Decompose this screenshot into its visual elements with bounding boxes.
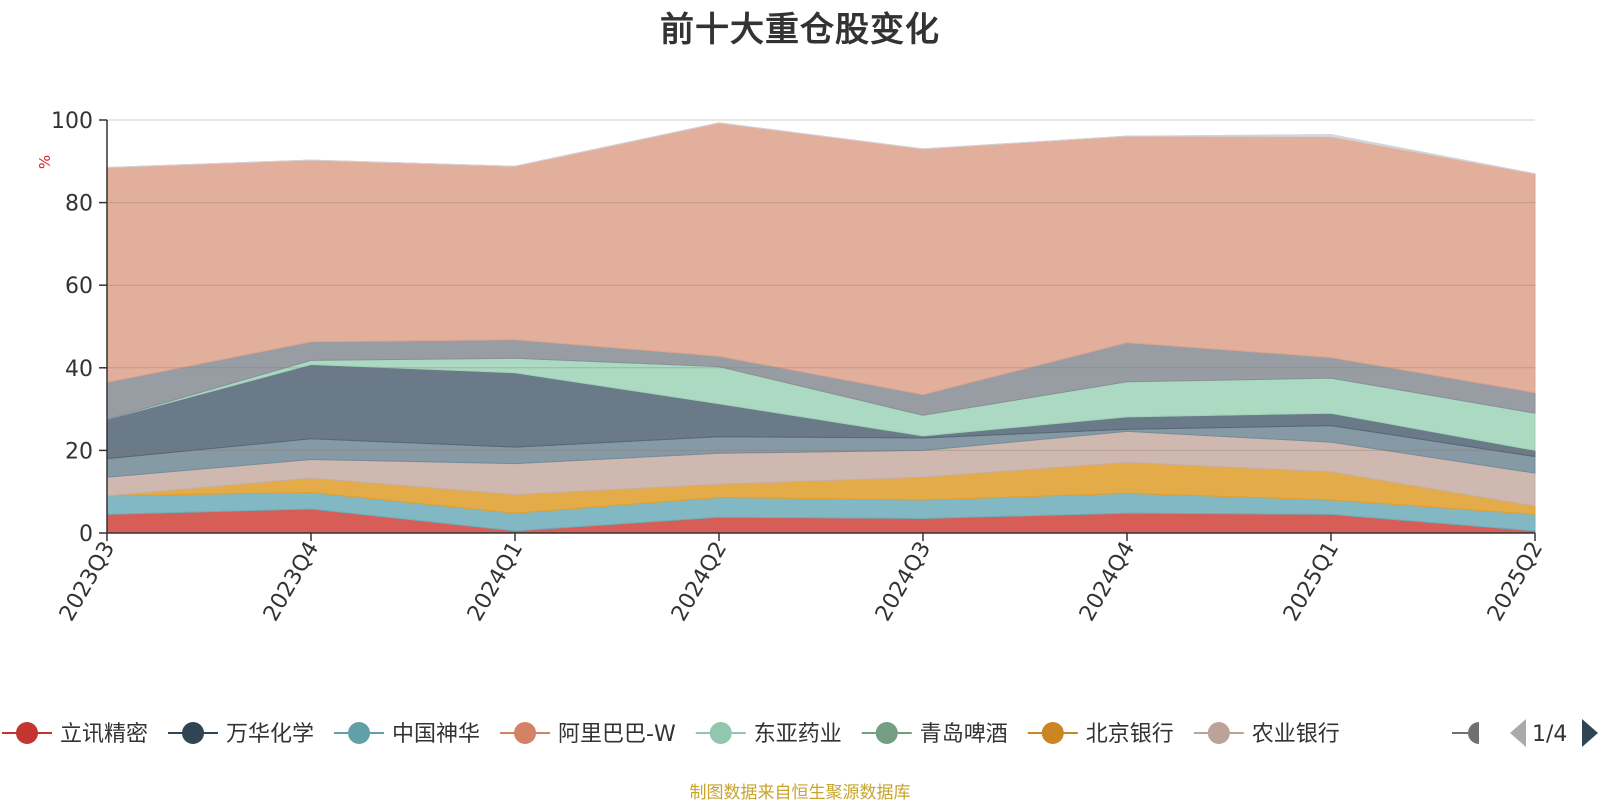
area-series-9[interactable] <box>106 122 1536 175</box>
legend-marker <box>16 722 38 744</box>
legend-label: 立讯精密 <box>60 722 148 747</box>
legend-marker <box>875 722 898 744</box>
y-tick-label-3: 60 <box>65 274 93 299</box>
x-tick-label-5: 2024Q4 <box>1075 538 1140 626</box>
legend-marker <box>709 722 732 744</box>
legend-marker <box>348 722 371 744</box>
x-tick-label-2: 2024Q1 <box>463 538 528 626</box>
legend-marker <box>1207 722 1230 744</box>
x-tick-label-0: 2023Q3 <box>55 538 120 626</box>
legend-item-1[interactable]: 万华化学 <box>168 722 314 747</box>
legend-marker <box>182 722 205 744</box>
legend-label: 农业银行 <box>1252 722 1340 747</box>
legend-label: 北京银行 <box>1086 722 1174 747</box>
legend-label: 中国神华 <box>392 722 480 747</box>
grid-lines <box>107 119 1535 451</box>
y-tick-label-5: 100 <box>51 109 93 134</box>
y-tick-label-0: 0 <box>79 522 93 547</box>
legend-marker <box>514 722 537 744</box>
legend-prev-page-icon[interactable] <box>1510 719 1526 747</box>
legend-item-6[interactable]: 北京银行 <box>1027 722 1174 747</box>
x-tick-label-3: 2024Q2 <box>667 538 732 626</box>
y-tick-label-4: 80 <box>65 192 93 217</box>
legend-page-indicator: 1/4 <box>1532 722 1567 747</box>
x-tick-label-7: 2025Q2 <box>1483 538 1548 626</box>
legend-label: 阿里巴巴-W <box>558 722 676 747</box>
area-layer <box>106 122 1536 534</box>
x-tick-label-6: 2025Q1 <box>1279 538 1344 626</box>
legend: 立讯精密 万华化学 中国神华 阿里巴巴-W 东亚药业 青岛啤酒 北京银行 农业银行 1/4 <box>2 719 1598 747</box>
legend-item-2[interactable]: 中国神华 <box>334 722 480 747</box>
chart-title: 前十大重仓股变化 <box>660 10 940 50</box>
legend-next-page-icon[interactable] <box>1582 719 1598 747</box>
legend-item-7[interactable]: 农业银行 <box>1193 722 1340 747</box>
legend-item-4[interactable]: 东亚药业 <box>695 722 842 747</box>
legend-label: 万华化学 <box>226 722 314 747</box>
legend-overflow-marker <box>1468 722 1479 744</box>
legend-item-0[interactable]: 立讯精密 <box>2 722 148 747</box>
y-tick-label-1: 20 <box>65 439 93 464</box>
y-tick-label-2: 40 <box>65 357 93 382</box>
legend-item-3[interactable]: 阿里巴巴-W <box>500 722 676 747</box>
legend-marker <box>1041 722 1064 744</box>
data-source-note: 制图数据来自恒生聚源数据库 <box>689 783 911 803</box>
legend-label: 青岛啤酒 <box>920 722 1008 747</box>
y-axis-label: % <box>36 155 54 169</box>
legend-label: 东亚药业 <box>754 722 842 747</box>
legend-item-5[interactable]: 青岛啤酒 <box>861 722 1008 747</box>
x-tick-label-1: 2023Q4 <box>259 538 324 626</box>
x-tick-label-4: 2024Q3 <box>871 538 936 626</box>
